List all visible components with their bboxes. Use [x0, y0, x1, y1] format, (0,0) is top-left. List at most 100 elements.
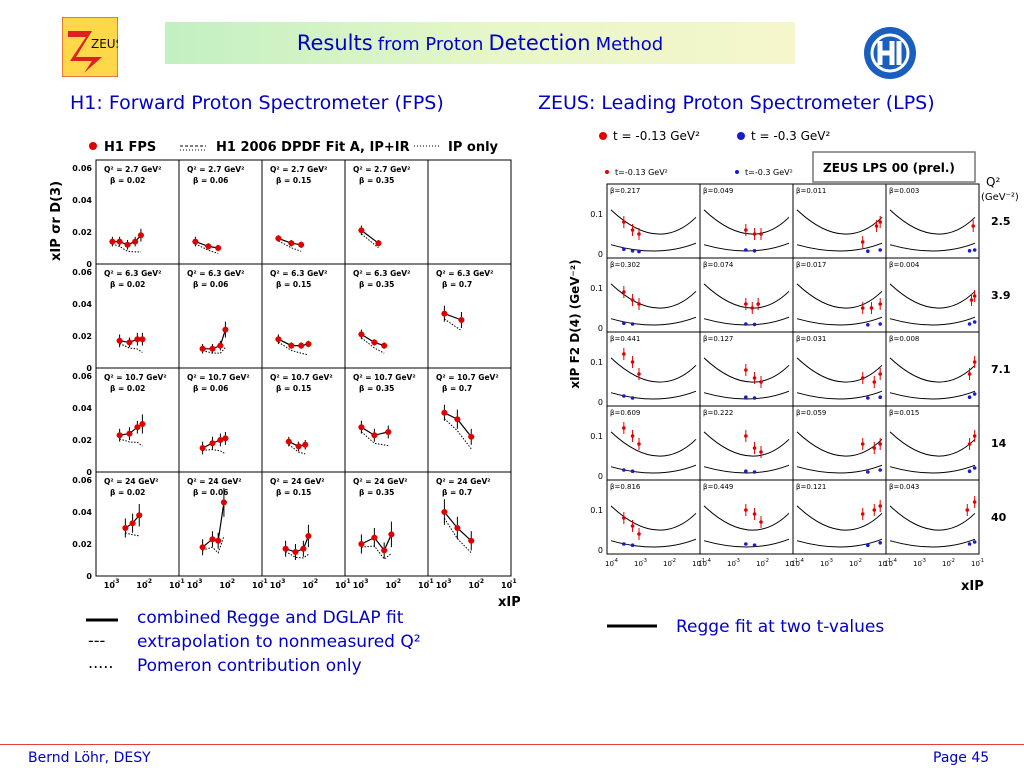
zeus-fit-curve-t013	[889, 283, 976, 309]
zeus-lps-heading: ZEUS: Leading Proton Spectrometer (LPS)	[538, 92, 935, 114]
zeus-x-tick-exponent: -4	[892, 558, 897, 564]
h1-legend-pomeron: Pomeron contribution only	[137, 656, 362, 676]
h1-y-tick-label: 0.02	[72, 436, 92, 445]
zeus-red-point	[744, 434, 748, 438]
h1-legend-regge-dglap: combined Regge and DGLAP fit	[137, 608, 404, 628]
zeus-red-point	[750, 306, 755, 310]
zeus-x-tick-exponent: -1	[700, 558, 705, 564]
zeus-x-tick-exponent: -2	[857, 558, 862, 564]
zeus-blue-point	[866, 543, 870, 547]
h1-data-point	[371, 432, 378, 439]
zeus-fit-curve-t013	[796, 357, 883, 383]
zeus-panel-frame	[885, 331, 980, 407]
zeus-red-point	[630, 228, 635, 232]
h1-fit-line	[278, 338, 309, 347]
h1-data-point	[217, 342, 224, 349]
h1-y-tick-label: 0	[86, 572, 92, 581]
zeus-panel-beta-label: β=0.441	[610, 335, 640, 343]
h1-fit-line	[444, 313, 462, 321]
zeus-q2-header: Q²	[986, 175, 1000, 189]
h1-panel-beta-label: β = 0.02	[110, 280, 145, 289]
h1-data-point	[275, 336, 282, 343]
h1-x-tick-exponent: -1	[261, 578, 268, 585]
zeus-red-point	[759, 380, 763, 384]
h1-data-point	[298, 342, 305, 349]
h1-y-tick-label: 0.06	[72, 372, 92, 381]
h1-solid-line-sample	[86, 618, 118, 622]
zeus-blue-point	[744, 469, 748, 474]
h1-dashed-line-sample: ---	[88, 631, 106, 650]
h1-x-tick-exponent: -1	[510, 578, 517, 585]
h1-x-tick-label: 10	[136, 581, 148, 590]
h1-x-tick-exponent: -2	[394, 578, 401, 585]
zeus-red-point	[622, 426, 626, 430]
h1-panel-frame	[261, 471, 346, 577]
zeus-blue-point	[630, 249, 635, 253]
zeus-legend-blue-marker	[737, 132, 745, 140]
zeus-red-point	[860, 306, 865, 310]
h1-panel-beta-label: β = 0.06	[193, 280, 228, 289]
zeus-red-point	[972, 360, 977, 364]
h1-y-tick-label: 0.04	[72, 508, 92, 517]
zeus-panel-beta-label: β=0.031	[796, 335, 826, 343]
zeus-x-tick-exponent: -1	[793, 558, 798, 564]
zeus-blue-point	[622, 247, 626, 251]
zeus-panel-frame	[606, 405, 701, 481]
zeus-blue-point	[752, 322, 757, 327]
zeus-blue-point	[744, 322, 748, 326]
h1-data-point	[209, 536, 216, 543]
zeus-red-point	[637, 232, 641, 236]
zeus-y-tick-label: 0.1	[590, 432, 603, 441]
h1-legend-dpdf: H1 2006 DPDF Fit A, IP+IR	[216, 140, 410, 155]
h1-fit-line	[361, 534, 392, 552]
zeus-x-tick-exponent: -3	[828, 558, 833, 564]
zeus-panel-grid: β=0.217 β=0.049 β=0.011 β=0.003 2.5 0 0.1 β=0.3…	[590, 183, 1011, 568]
zeus-fit-curve-t03	[796, 464, 883, 474]
zeus-x-tick-label: 10	[692, 560, 701, 568]
h1-data-point	[220, 499, 227, 506]
h1-data-point	[199, 345, 206, 352]
zeus-red-point	[752, 232, 757, 236]
zeus-fit-curve-t013	[610, 283, 697, 309]
h1-panel-frame	[344, 471, 429, 577]
h1-data-point	[129, 520, 136, 527]
zeus-x-tick-label: 10	[605, 560, 614, 568]
h1-fit-line	[361, 229, 379, 244]
zeus-blue-point	[637, 249, 641, 254]
slide-title: Results from Proton Detection Method	[165, 22, 795, 64]
zeus-panel-beta-label: β=0.127	[703, 335, 733, 343]
h1-legend-marker	[89, 142, 97, 150]
h1-data-point	[441, 509, 448, 515]
h1-pomeron-line	[278, 240, 302, 252]
zeus-fit-curve-t013	[610, 505, 697, 531]
h1-panel-q2-label: Q² = 2.7 GeV²	[270, 165, 327, 174]
zeus-blue-point	[630, 322, 635, 326]
h1-data-point	[132, 238, 139, 245]
h1-dotted-line-sample: .....	[88, 653, 114, 672]
zeus-x-tick-label: 10	[756, 560, 765, 568]
title-part-results: Results	[296, 31, 373, 55]
zeus-fit-curve-t03	[610, 538, 697, 548]
zeus-prel-box	[812, 151, 976, 183]
zeus-red-point	[878, 442, 882, 446]
h1-data-point	[192, 238, 199, 245]
zeus-x-tick-label: 10	[698, 560, 707, 568]
h1-data-point	[468, 433, 475, 440]
h1-panel-beta-label: β = 0.15	[276, 280, 311, 289]
zeus-red-point	[630, 434, 635, 438]
zeus-x-tick-exponent: -3	[921, 558, 926, 564]
zeus-blue-point	[744, 542, 748, 546]
zeus-red-point	[759, 232, 763, 236]
zeus-y-tick-label: 0	[598, 250, 603, 259]
zeus-red-point	[872, 380, 877, 384]
zeus-y-tick-label: 0.1	[590, 358, 603, 367]
zeus-blue-point	[752, 543, 757, 547]
zeus-fit-curve-t03	[610, 390, 697, 400]
zeus-panel-beta-label: β=0.049	[703, 187, 733, 195]
h1-panel-q2-label: Q² = 24 GeV²	[187, 477, 242, 486]
zeus-legend-small-blue	[735, 170, 739, 174]
zeus-panel-frame	[699, 257, 794, 333]
zeus-red-point	[752, 512, 757, 516]
h1-panel-grid: Q² = 2.7 GeV² β = 0.02 Q² = 2.7 GeV² β = 0.…	[72, 159, 517, 590]
zeus-x-tick-label: 10	[849, 560, 858, 568]
